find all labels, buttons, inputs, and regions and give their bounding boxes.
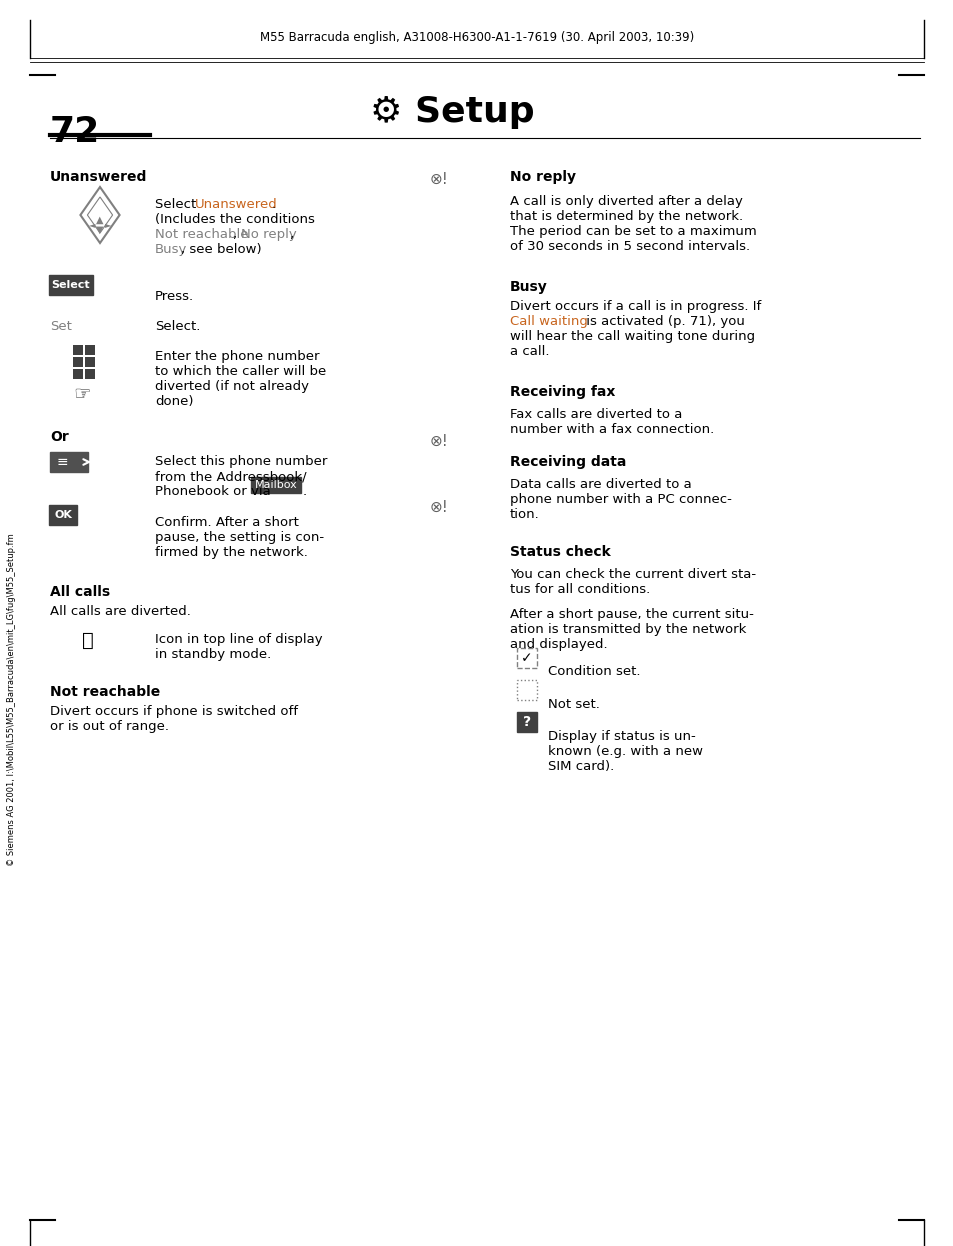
Text: ☞: ☞: [73, 385, 91, 404]
FancyBboxPatch shape: [251, 477, 301, 493]
Text: Or: Or: [50, 430, 69, 444]
Text: Icon in top line of display: Icon in top line of display: [154, 633, 322, 645]
Text: ≡: ≡: [56, 455, 68, 468]
Text: tus for all conditions.: tus for all conditions.: [510, 583, 650, 596]
Text: ⊗!: ⊗!: [430, 172, 448, 187]
FancyBboxPatch shape: [49, 505, 77, 525]
Text: ⊗!: ⊗!: [430, 500, 448, 515]
Text: Confirm. After a short: Confirm. After a short: [154, 516, 298, 530]
Text: number with a fax connection.: number with a fax connection.: [510, 422, 714, 436]
Text: Receiving data: Receiving data: [510, 455, 626, 468]
Text: ▼: ▼: [96, 226, 104, 235]
Text: Select.: Select.: [154, 320, 200, 333]
Text: Busy: Busy: [154, 243, 187, 255]
Text: Busy: Busy: [510, 280, 547, 294]
Text: ►: ►: [105, 221, 112, 229]
Bar: [517, 711, 537, 731]
Bar: [85, 345, 95, 355]
Text: Not reachable: Not reachable: [50, 685, 160, 699]
Text: M55 Barracuda english, A31008-H6300-A1-1-7619 (30. April 2003, 10:39): M55 Barracuda english, A31008-H6300-A1-1…: [259, 31, 694, 45]
Text: done): done): [154, 395, 193, 407]
Text: © Siemens AG 2001, I:\Mobil\L55\M55_Barracuda\en\mit_LG\fug\M55_Setup.fm: © Siemens AG 2001, I:\Mobil\L55\M55_Barr…: [8, 533, 16, 866]
Text: Set: Set: [50, 320, 71, 333]
Text: ◄: ◄: [89, 221, 95, 229]
Text: Data calls are diverted to a: Data calls are diverted to a: [510, 478, 691, 491]
Bar: [517, 680, 537, 700]
Text: or is out of range.: or is out of range.: [50, 720, 169, 733]
Text: All calls: All calls: [50, 586, 110, 599]
Text: No reply: No reply: [241, 228, 296, 240]
Text: All calls are diverted.: All calls are diverted.: [50, 606, 191, 618]
Text: Select: Select: [51, 280, 91, 290]
Text: No reply: No reply: [510, 169, 576, 184]
Bar: [517, 648, 537, 668]
Text: Fax calls are diverted to a: Fax calls are diverted to a: [510, 407, 681, 421]
Text: Press.: Press.: [154, 290, 193, 303]
Bar: [73, 358, 83, 368]
Text: is activated (p. 71), you: is activated (p. 71), you: [581, 315, 744, 328]
Text: Unanswered: Unanswered: [50, 169, 147, 184]
Text: to which the caller will be: to which the caller will be: [154, 365, 326, 378]
Text: ▲: ▲: [96, 216, 104, 226]
Text: ,: ,: [289, 228, 293, 240]
Text: ation is transmitted by the network: ation is transmitted by the network: [510, 623, 745, 635]
Text: Divert occurs if a call is in progress. If: Divert occurs if a call is in progress. …: [510, 300, 760, 313]
Text: OK: OK: [54, 510, 71, 520]
Text: that is determined by the network.: that is determined by the network.: [510, 211, 742, 223]
Text: Phonebook or via: Phonebook or via: [154, 485, 274, 498]
Text: Divert occurs if phone is switched off: Divert occurs if phone is switched off: [50, 705, 297, 718]
Text: a call.: a call.: [510, 345, 549, 358]
Text: Not reachable: Not reachable: [154, 228, 248, 240]
Text: The period can be set to a maximum: The period can be set to a maximum: [510, 226, 756, 238]
Text: in standby mode.: in standby mode.: [154, 648, 271, 660]
Text: ✓: ✓: [520, 650, 533, 665]
Text: known (e.g. with a new: known (e.g. with a new: [547, 745, 702, 758]
Text: ,: ,: [233, 228, 241, 240]
Bar: [85, 369, 95, 379]
Text: You can check the current divert sta-: You can check the current divert sta-: [510, 568, 756, 581]
Text: Status check: Status check: [510, 545, 610, 559]
Bar: [73, 345, 83, 355]
Text: Display if status is un-: Display if status is un-: [547, 730, 695, 743]
Text: from the Addressbook/: from the Addressbook/: [154, 470, 306, 483]
Text: Unanswered: Unanswered: [194, 198, 277, 211]
Text: ⚙ Setup: ⚙ Setup: [370, 95, 534, 130]
Text: Call waiting: Call waiting: [510, 315, 587, 328]
Text: SIM card).: SIM card).: [547, 760, 614, 773]
Text: will hear the call waiting tone during: will hear the call waiting tone during: [510, 330, 755, 343]
Bar: [73, 369, 83, 379]
FancyBboxPatch shape: [50, 452, 88, 472]
Text: 72: 72: [50, 115, 100, 150]
Text: Select: Select: [154, 198, 200, 211]
Text: Enter the phone number: Enter the phone number: [154, 350, 319, 363]
Text: of 30 seconds in 5 second intervals.: of 30 seconds in 5 second intervals.: [510, 240, 749, 253]
Text: Mailbox: Mailbox: [254, 480, 297, 490]
Text: .: .: [303, 485, 307, 498]
Text: Receiving fax: Receiving fax: [510, 385, 615, 399]
Text: Select this phone number: Select this phone number: [154, 455, 327, 468]
Text: (Includes the conditions: (Includes the conditions: [154, 213, 314, 226]
Text: Not set.: Not set.: [547, 698, 599, 711]
Text: ?: ?: [522, 715, 531, 729]
Text: firmed by the network.: firmed by the network.: [154, 546, 308, 559]
Text: diverted (if not already: diverted (if not already: [154, 380, 309, 392]
Text: , see below): , see below): [181, 243, 261, 255]
Text: 📱: 📱: [82, 630, 93, 649]
Text: Condition set.: Condition set.: [547, 665, 639, 678]
Text: pause, the setting is con-: pause, the setting is con-: [154, 531, 324, 545]
Text: After a short pause, the current situ-: After a short pause, the current situ-: [510, 608, 753, 621]
Text: ⊗!: ⊗!: [430, 434, 448, 449]
Text: phone number with a PC connec-: phone number with a PC connec-: [510, 493, 731, 506]
Text: tion.: tion.: [510, 508, 539, 521]
Text: A call is only diverted after a delay: A call is only diverted after a delay: [510, 196, 742, 208]
Bar: [85, 358, 95, 368]
FancyBboxPatch shape: [49, 275, 92, 295]
Text: and displayed.: and displayed.: [510, 638, 607, 650]
Text: .: .: [272, 198, 275, 211]
